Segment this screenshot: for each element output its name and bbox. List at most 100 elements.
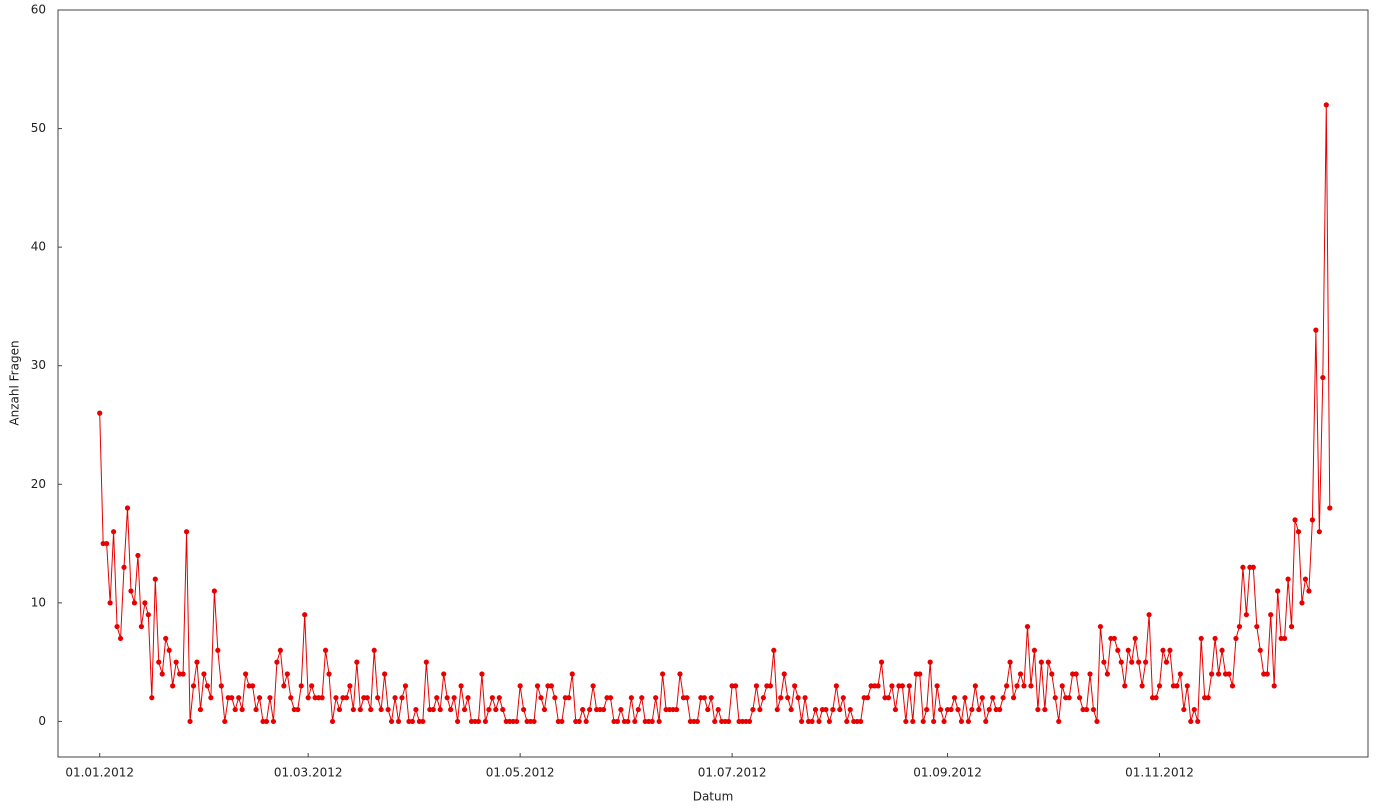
data-point: [489, 695, 495, 701]
data-point: [1139, 683, 1145, 689]
data-point: [194, 659, 200, 665]
plot-frame: [57, 9, 1369, 758]
data-point: [1073, 671, 1079, 677]
data-point: [1066, 695, 1072, 701]
data-point: [1076, 695, 1083, 701]
data-point: [924, 706, 930, 713]
data-point: [660, 671, 666, 677]
data-point: [1021, 683, 1027, 689]
data-point: [180, 671, 186, 677]
data-point: [1143, 659, 1149, 665]
data-point: [1191, 706, 1197, 713]
data-point: [899, 683, 905, 689]
data-point: [149, 695, 155, 701]
data-point: [649, 718, 655, 725]
data-point: [121, 564, 127, 570]
data-point: [812, 706, 819, 713]
data-point: [1024, 623, 1031, 630]
data-point: [767, 683, 773, 689]
data-point: [104, 540, 110, 547]
data-point: [395, 718, 402, 725]
data-point: [1309, 517, 1316, 523]
data-point: [1097, 623, 1104, 630]
data-point: [190, 683, 197, 689]
data-point: [110, 529, 117, 535]
data-point: [746, 718, 753, 725]
data-point: [983, 718, 989, 725]
data-point: [475, 718, 482, 725]
data-point: [1327, 505, 1333, 511]
y-tick-label: 30: [31, 358, 46, 372]
data-point: [319, 695, 325, 701]
data-point: [114, 623, 120, 630]
data-point: [552, 695, 558, 701]
data-point: [708, 695, 714, 701]
data-point: [1167, 647, 1173, 653]
data-point: [1285, 576, 1291, 582]
data-point: [534, 683, 541, 689]
data-point: [1229, 683, 1236, 689]
data-point: [990, 695, 996, 701]
data-point: [1042, 706, 1048, 713]
data-point: [336, 706, 343, 713]
data-point: [458, 683, 464, 689]
data-point: [587, 706, 593, 713]
data-point: [1083, 706, 1090, 713]
data-point: [917, 671, 923, 677]
data-point: [201, 671, 207, 677]
data-point: [531, 718, 537, 725]
data-point: [329, 718, 336, 725]
data-point: [364, 695, 370, 701]
data-point: [281, 683, 287, 689]
data-point: [823, 706, 829, 713]
data-point: [1288, 623, 1295, 630]
data-point: [441, 671, 447, 677]
data-point: [256, 695, 263, 701]
data-point: [566, 695, 572, 701]
data-point: [1122, 683, 1128, 689]
data-point: [1087, 671, 1093, 677]
data-point: [1313, 327, 1319, 333]
data-point: [948, 706, 954, 713]
data-point: [1240, 564, 1246, 570]
data-point: [955, 706, 961, 713]
data-point: [1007, 659, 1013, 665]
data-point: [1136, 659, 1142, 665]
data-point: [1028, 683, 1034, 689]
data-point: [715, 706, 721, 713]
data-point: [885, 695, 892, 701]
data-point: [517, 683, 523, 689]
data-point: [1146, 612, 1152, 618]
data-point: [382, 671, 388, 677]
data-point: [402, 683, 409, 689]
data-point: [997, 706, 1003, 713]
data-point: [892, 706, 899, 713]
data-point: [750, 706, 756, 713]
data-point: [1038, 659, 1044, 665]
data-point: [757, 706, 763, 713]
data-point: [107, 600, 113, 606]
data-point: [229, 695, 235, 701]
data-point: [1017, 671, 1024, 677]
data-point: [277, 647, 283, 653]
data-point: [211, 588, 217, 594]
data-point: [1104, 671, 1110, 677]
data-point: [1282, 635, 1288, 642]
y-tick-label: 0: [38, 714, 46, 728]
data-point: [1014, 683, 1020, 689]
data-point: [816, 718, 822, 725]
data-point: [844, 718, 850, 725]
data-point: [1153, 695, 1159, 701]
data-point: [1226, 671, 1232, 677]
data-point: [263, 718, 270, 725]
x-tick-label: 01.01.2012: [65, 766, 134, 780]
data-point: [1320, 374, 1326, 381]
data-point: [521, 706, 527, 713]
data-point: [760, 695, 766, 701]
data-point: [969, 706, 975, 713]
data-point: [371, 647, 377, 653]
data-point: [461, 706, 468, 713]
data-point: [368, 706, 374, 713]
data-point: [1195, 718, 1201, 725]
